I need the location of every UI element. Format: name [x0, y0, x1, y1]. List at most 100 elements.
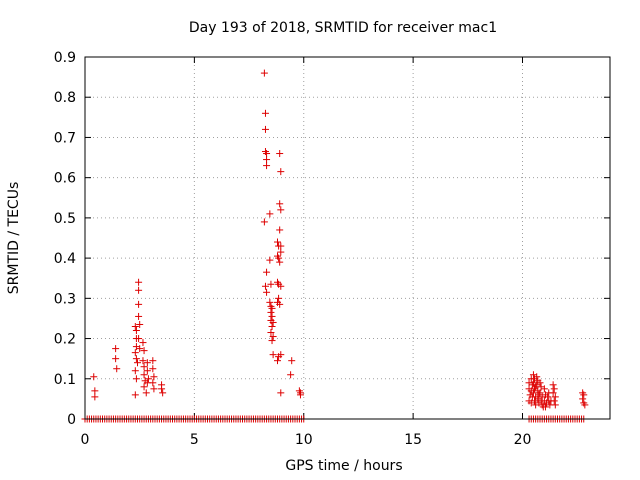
data-point [112, 355, 120, 363]
data-point [277, 168, 285, 176]
data-point [136, 345, 144, 353]
data-point [139, 357, 147, 365]
data-point [260, 218, 268, 226]
y-tick-label: 0.5 [54, 211, 76, 227]
data-point [296, 391, 304, 399]
data-point [549, 389, 557, 397]
data-point [150, 373, 158, 381]
y-axis-title: SRMTID / TECUs [6, 182, 22, 295]
data-point [266, 256, 274, 264]
data-point [90, 373, 98, 381]
data-point [158, 385, 166, 393]
x-tick-label: 10 [295, 432, 313, 448]
data-point [540, 385, 548, 393]
data-point [550, 397, 558, 405]
data-point [149, 365, 157, 373]
data-point [536, 379, 544, 387]
data-point [131, 391, 139, 399]
data-point [131, 349, 139, 357]
x-tick-label: 0 [81, 432, 90, 448]
data-point [144, 375, 152, 383]
data-point [142, 389, 150, 397]
data-point [268, 322, 276, 330]
data-point [131, 367, 139, 375]
data-point [581, 401, 589, 409]
data-point [159, 389, 167, 397]
data-point [149, 357, 157, 365]
data-point [550, 385, 558, 393]
plot-frame [84, 56, 611, 420]
data-point [149, 379, 157, 387]
data-point [267, 280, 275, 288]
data-point [579, 395, 587, 403]
y-tick-label: 0.2 [54, 332, 76, 348]
data-point [263, 162, 271, 170]
axis-ticks: 0 0.1 0.2 0.3 0.4 0.5 0.6 0.7 0.8 0.9 0 5 10 15 20 [54, 50, 610, 448]
data-point [131, 322, 139, 330]
data-point [135, 278, 143, 286]
data-point [267, 329, 275, 337]
data-point [274, 357, 281, 365]
data-point [143, 367, 151, 375]
data-point [134, 359, 141, 367]
data-point [267, 308, 275, 316]
data-point [274, 238, 281, 246]
data-point [139, 339, 147, 347]
data-point [261, 125, 269, 133]
x-axis-title: GPS time / hours [285, 458, 402, 474]
y-tick-label: 0.6 [54, 171, 76, 187]
data-point [551, 393, 559, 401]
data-point [268, 304, 276, 312]
x-tick-label: 15 [404, 432, 422, 448]
data-point [269, 318, 277, 326]
data-point [140, 363, 148, 371]
y-tick-label: 0.7 [54, 130, 76, 146]
data-point [288, 357, 296, 365]
data-point [91, 387, 99, 395]
data-point [135, 286, 143, 294]
data-point [287, 371, 295, 379]
data-point [277, 248, 285, 256]
data-point [261, 282, 269, 290]
data-point [276, 258, 284, 266]
data-point [277, 351, 285, 359]
data-point [143, 359, 151, 367]
data-point [132, 375, 140, 383]
data-point [549, 381, 557, 389]
chart-title: Day 193 of 2018, SRMTID for receiver mac… [189, 20, 497, 36]
data-point [263, 268, 271, 276]
data-point [268, 312, 276, 320]
x-tick-label: 5 [190, 432, 199, 448]
y-tick-label: 0 [67, 412, 76, 428]
y-tick-label: 0.9 [54, 50, 76, 66]
data-point [276, 226, 284, 234]
data-point [140, 347, 148, 355]
data-point [276, 150, 284, 158]
data-point [91, 393, 99, 401]
data-point [132, 327, 140, 335]
data-point [275, 254, 283, 262]
data-point [140, 383, 148, 391]
data-point [112, 345, 120, 353]
data-point [150, 385, 158, 393]
data-point [551, 401, 559, 409]
data-point [580, 391, 588, 399]
y-tick-label: 0.1 [54, 372, 76, 388]
data-point [275, 294, 283, 302]
y-tick-label: 0.3 [54, 291, 76, 307]
data-point [140, 371, 148, 379]
data-point [277, 242, 285, 250]
data-point [276, 200, 284, 208]
y-tick-label: 0.4 [54, 251, 76, 267]
y-tick-label: 0.8 [54, 90, 76, 106]
data-point [529, 389, 537, 397]
data-point [268, 337, 276, 345]
data-point [536, 389, 544, 397]
data-point [277, 206, 285, 214]
data-point [541, 403, 549, 411]
data-point [269, 333, 277, 341]
data-point [277, 282, 285, 290]
grid [85, 57, 610, 419]
data-point [544, 393, 552, 401]
